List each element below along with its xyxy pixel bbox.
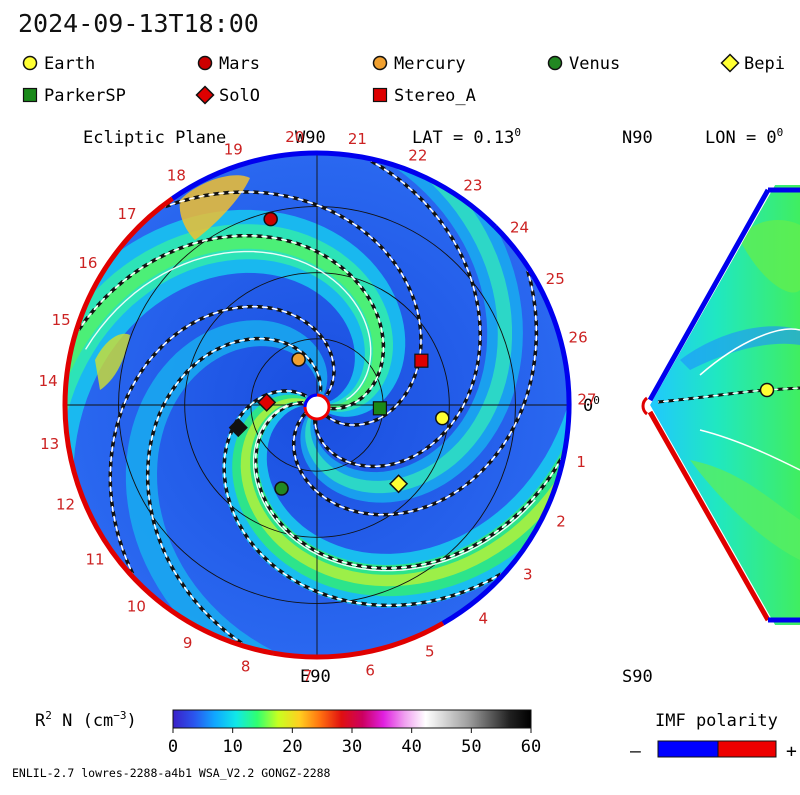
legend-label: Stereo_A (394, 86, 476, 106)
ecliptic-field-lines (77, 159, 563, 645)
legend-label: Bepi (744, 54, 785, 74)
colorbar-bar (172, 709, 532, 729)
body-stereo-a (414, 353, 429, 368)
rotation-label: 21 (348, 130, 367, 148)
rotation-label: 25 (546, 270, 565, 288)
meridional-panel: N90 S90 LON = 00 (622, 126, 800, 687)
density-colorbar: R2 N (cm−3) 0 10 20 30 40 50 60 (35, 709, 541, 757)
w90-label: W90 (295, 128, 326, 148)
body-mercury (291, 352, 306, 367)
rotation-label: 26 (569, 328, 588, 346)
body-solo (257, 392, 277, 412)
ecliptic-panel: Ecliptic Plane W90 E90 LAT = 0.130 00 12… (39, 126, 600, 687)
colorbar-tick-label: 50 (461, 737, 481, 757)
zero-deg-label: 00 (583, 394, 600, 416)
body-venus (274, 481, 289, 496)
rotation-label: 4 (478, 610, 488, 628)
rotation-label: 12 (56, 495, 75, 513)
colorbar-tick-label: 0 (168, 737, 178, 757)
rotation-label: 1 (576, 453, 586, 471)
rotation-label: 22 (408, 147, 427, 165)
rotation-label: 16 (78, 254, 97, 272)
imf-polarity-legend: IMF polarity – + (630, 711, 797, 762)
body-mars (263, 211, 278, 227)
meridional-earth-marker (759, 382, 775, 398)
model-footer: ENLIL-2.7 lowres-2288-a4b1 WSA_V2.2 GONG… (12, 766, 331, 780)
legend-item-parkersp: ParkerSP (22, 86, 126, 106)
rotation-label: 11 (85, 551, 104, 569)
legend-item-mars: Mars (197, 54, 260, 74)
ecliptic-title: Ecliptic Plane (83, 128, 226, 148)
legend-item-mercury: Mercury (372, 54, 466, 74)
legend-item-earth: Earth (22, 54, 95, 74)
rotation-label: 23 (463, 177, 482, 195)
imf-plus-label: + (786, 741, 797, 762)
lon-label: LON = 00 (705, 126, 783, 148)
rotation-label: 7 (303, 667, 313, 685)
imf-positive-swatch (717, 740, 777, 758)
rotation-label: 2 (556, 513, 566, 531)
sun (303, 393, 331, 421)
colorbar-tick-label: 30 (342, 737, 362, 757)
body-bepi (389, 474, 409, 494)
colorbar-tick-label: 10 (222, 737, 242, 757)
legend-label: Earth (44, 54, 95, 74)
rotation-label: 10 (127, 598, 146, 616)
ecliptic-bodies (228, 211, 450, 496)
legend-item-bepi: Bepi (720, 53, 785, 74)
legend-item-venus: Venus (547, 54, 620, 74)
meridional-density-map (650, 185, 800, 625)
rotation-label: 8 (241, 657, 251, 675)
e90-label: E90 (300, 667, 331, 687)
rotation-label: 9 (183, 634, 193, 652)
legend-label: ParkerSP (44, 86, 126, 106)
rotation-label: 19 (224, 140, 243, 158)
colorbar-tick-label: 20 (282, 737, 302, 757)
legend-label: Venus (569, 54, 620, 74)
legend-label: Mercury (394, 54, 466, 74)
rotation-label: 5 (425, 642, 435, 660)
legend-item-solo: SolO (195, 85, 260, 106)
rotation-label: 18 (167, 167, 186, 185)
lat-label: LAT = 0.130 (412, 126, 521, 148)
rotation-label: 17 (117, 205, 136, 223)
timestamp: 2024-09-13T18:00 (18, 9, 259, 38)
meridional-rim-bottom (647, 410, 771, 622)
legend: Earth Mars Mercury Venus Bepi ParkerSP SolO St… (22, 53, 785, 106)
imf-title: IMF polarity (655, 711, 778, 731)
body-sta-like (228, 418, 248, 438)
rotation-label: 15 (52, 311, 71, 329)
meridional-rim-top (647, 188, 771, 402)
rotation-label: 27 (577, 390, 596, 408)
colorbar-label: R2 N (cm−3) (35, 709, 137, 731)
rotation-label: 14 (39, 372, 58, 390)
legend-item-stereo-a: Stereo_A (372, 86, 476, 106)
rotation-label: 6 (365, 662, 375, 680)
legend-label: Mars (219, 54, 260, 74)
n90-label: N90 (622, 128, 653, 148)
colorbar-tick-label: 60 (521, 737, 541, 757)
body-earth (435, 410, 450, 426)
rotation-label: 13 (40, 435, 59, 453)
imf-minus-label: – (630, 741, 641, 762)
rotation-label: 3 (523, 566, 533, 584)
body-parkersp (372, 401, 388, 416)
s90-label: S90 (622, 667, 653, 687)
ecliptic-imf-rim (62, 150, 572, 660)
imf-negative-swatch (657, 740, 719, 758)
legend-label: SolO (219, 86, 260, 106)
rotation-label: 20 (285, 128, 304, 146)
rotation-label: 24 (510, 218, 529, 236)
colorbar-tick-label: 40 (401, 737, 421, 757)
